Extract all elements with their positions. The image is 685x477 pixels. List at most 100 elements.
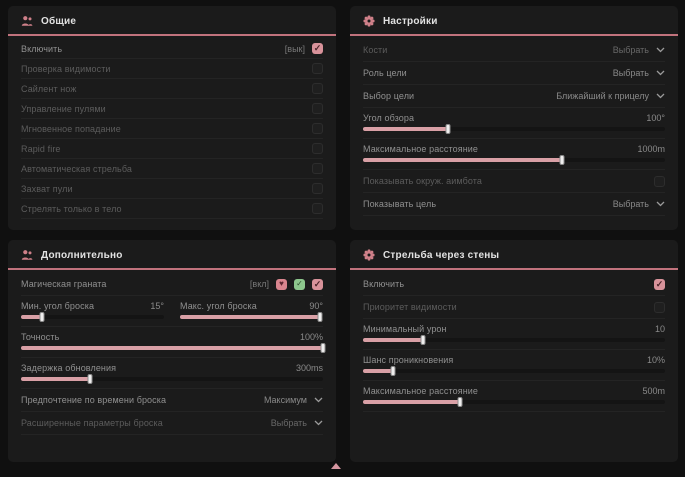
slider-handle[interactable] [39,312,45,322]
slider-handle[interactable] [390,366,396,376]
users-icon [21,15,33,27]
slider-pair-row: Мин. угол броска 15° Макс. угол броска 90° [21,296,323,327]
slider-label: Задержка обновления [21,362,117,373]
slider-head: Максимальное расстояние 1000m [363,142,665,155]
panel-general-header: Общие [8,6,336,36]
checkbox[interactable] [312,63,323,74]
slider-row: Минимальный урон 10 [363,319,665,350]
dropdown[interactable]: Выбрать [613,68,665,78]
dropdown[interactable]: Выбрать [613,45,665,55]
dropdown-row: Расширенные параметры броска Выбрать [21,412,323,435]
slider-label: Точность [21,331,60,342]
slider-track[interactable] [21,374,323,384]
checkbox[interactable] [312,183,323,194]
dropdown[interactable]: Выбрать [613,199,665,209]
slider-track[interactable] [363,124,665,134]
slider-track[interactable] [363,335,665,345]
slider-row: Максимальное расстояние 500m [363,381,665,412]
toggle-label: Проверка видимости [21,63,111,74]
slider-row: Максимальное расстояние 1000m [363,139,665,170]
panels-grid: Общие Включить [вык] ✓ Проверка видимости Са… [8,6,678,462]
keybind-tag: [вык] [284,43,305,54]
slider-fill [363,400,460,404]
slider-handle[interactable] [87,374,93,384]
toggle-row: Проверка видимости [21,59,323,79]
dropdown-row: Показывать цель Выбрать [363,193,665,216]
slider-label: Угол обзора [363,112,415,123]
panel-title: Стрельба через стены [383,249,500,261]
slider-handle[interactable] [320,343,326,353]
slider-head: Мин. угол броска 15° [21,299,164,312]
slider-handle[interactable] [559,155,565,165]
slider-label: Шанс проникновения [363,354,454,365]
toggle-label: Стрелять только в тело [21,203,122,214]
checkbox[interactable]: ✓ [312,278,323,290]
slider-fill [363,127,448,131]
toggle-controls [312,123,323,134]
slider-head: Точность 100% [21,330,323,343]
slider-value: 500m [642,385,665,396]
slider-track[interactable] [180,312,323,322]
heart-icon[interactable]: ♥ [276,278,287,290]
slider-track[interactable] [363,366,665,376]
toggle-label: Включить [363,279,405,289]
checkbox[interactable]: ✓ [654,278,665,290]
toggle-label: Rapid fire [21,143,61,154]
dropdown-value: Выбрать [270,418,307,428]
slider-fill [21,346,323,350]
dropdown[interactable]: Выбрать [271,418,323,428]
toggle-row: Приоритет видимости [363,296,665,319]
toggle-label: Сайлент нож [21,83,77,94]
slider-row: Задержка обновления 300ms [21,358,323,389]
toggle-row: Управление пулями [21,99,323,119]
slider-track[interactable] [21,312,164,322]
toggle-label: Автоматическая стрельба [21,163,132,174]
panel-settings-rows: Кости Выбрать Роль цели Выбрать Выбор цели Бл… [350,36,678,216]
slider-handle[interactable] [445,124,451,134]
checkbox[interactable] [312,203,323,214]
slider-track[interactable] [363,397,665,407]
dropdown-row: Кости Выбрать [363,39,665,62]
checkbox[interactable] [312,143,323,154]
dropdown-value: Выбрать [612,68,649,78]
toggle-controls [654,175,665,187]
dropdown-label: Выбор цели [363,91,415,101]
checkbox[interactable] [654,175,665,187]
toggle-row: Мгновенное попадание [21,119,323,139]
dropdown[interactable]: Максимум [264,395,323,405]
slider-head: Угол обзора 100° [363,111,665,124]
dropdown-label: Кости [363,45,388,55]
slider-head: Шанс проникновения 10% [363,353,665,366]
slider-value: 1000m [637,143,665,154]
slider-handle[interactable] [317,312,323,322]
slider-head: Минимальный урон 10 [363,322,665,335]
checkbox[interactable] [312,83,323,94]
slider-track[interactable] [21,343,326,353]
checkbox[interactable] [312,123,323,134]
checkbox[interactable] [312,103,323,114]
slider-handle[interactable] [420,335,426,345]
checkbox[interactable]: ✓ [312,43,323,54]
panel-wallbang: Стрельба через стены Включить ✓ Приоритет … [350,240,678,462]
slider-track[interactable] [363,155,665,165]
toggle-row: Показывать окруж. аимбота [363,170,665,193]
dropdown-row: Роль цели Выбрать [363,62,665,85]
triangle-up-icon[interactable] [331,463,341,469]
slider-label: Макс. угол броска [180,300,257,311]
dropdown-row: Выбор цели Ближайший к прицелу [363,85,665,108]
toggle-controls [654,301,665,313]
slider-row: Точность 100% [21,327,326,358]
toggle-label: Показывать окруж. аимбота [363,176,482,186]
slider-value: 10 [654,323,665,334]
toggle-row: Автоматическая стрельба [21,159,323,179]
panel-wallbang-header: Стрельба через стены [350,240,678,270]
checkbox[interactable] [312,163,323,174]
slider-fill [363,338,424,342]
slider-handle[interactable] [457,397,463,407]
panel-general: Общие Включить [вык] ✓ Проверка видимости Са… [8,6,336,230]
slider-fill [363,158,563,162]
dropdown[interactable]: Ближайший к прицелу [556,91,665,101]
checkbox[interactable] [654,301,665,313]
check-icon[interactable]: ✓ [294,278,305,290]
panel-title: Общие [41,15,77,27]
